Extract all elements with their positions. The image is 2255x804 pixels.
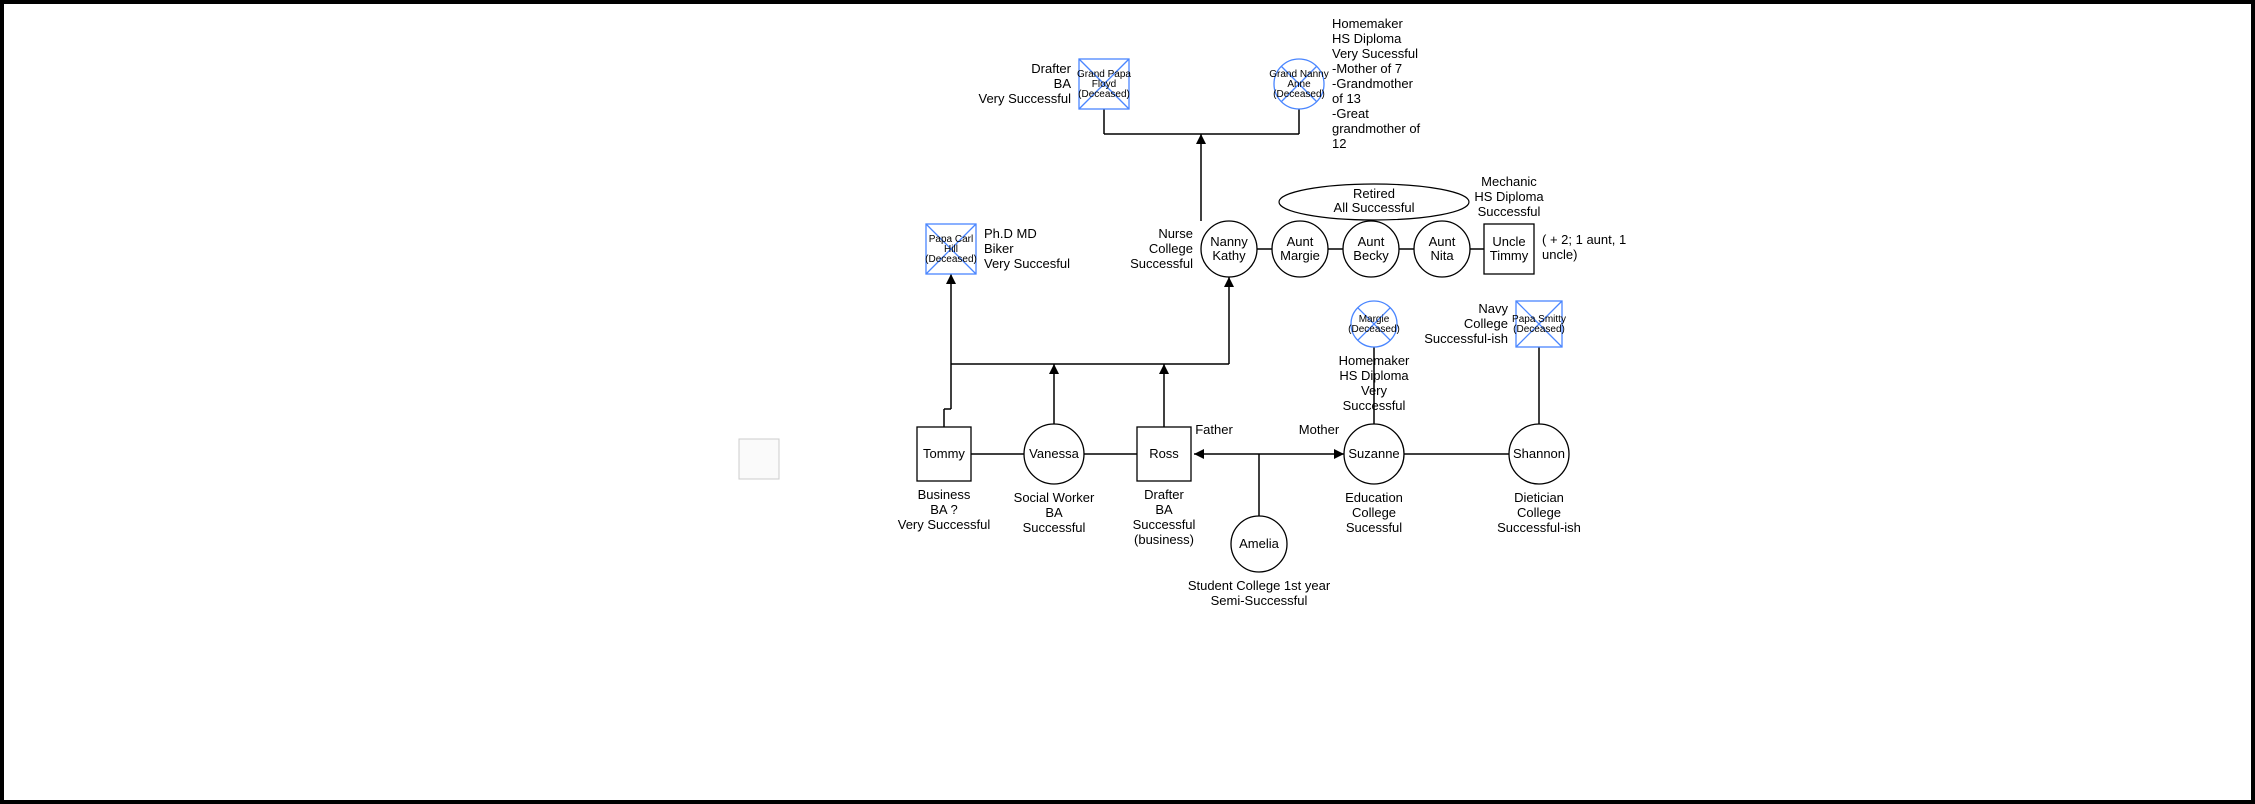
svg-text:Successful-ish: Successful-ish [1497, 520, 1581, 535]
svg-text:College: College [1352, 505, 1396, 520]
svg-text:Becky: Becky [1353, 248, 1389, 263]
svg-text:Homemaker: Homemaker [1339, 353, 1410, 368]
svg-text:Retired: Retired [1353, 186, 1395, 201]
svg-text:Aunt: Aunt [1287, 234, 1314, 249]
svg-text:uncle): uncle) [1542, 247, 1577, 262]
svg-text:grandmother of: grandmother of [1332, 121, 1421, 136]
svg-text:Student College 1st year: Student College 1st year [1188, 578, 1331, 593]
svg-text:BA ?: BA ? [930, 502, 957, 517]
svg-text:Social Worker: Social Worker [1014, 490, 1095, 505]
svg-text:(Deceased): (Deceased) [925, 254, 977, 265]
svg-text:(Deceased): (Deceased) [1513, 324, 1565, 335]
svg-text:Margie: Margie [1280, 248, 1320, 263]
svg-text:BA: BA [1155, 502, 1173, 517]
svg-text:Father: Father [1195, 422, 1233, 437]
svg-text:Suzanne: Suzanne [1348, 446, 1399, 461]
svg-text:Mother: Mother [1299, 422, 1340, 437]
svg-text:-Mother of 7: -Mother of 7 [1332, 61, 1402, 76]
svg-text:Nanny: Nanny [1210, 234, 1248, 249]
svg-text:Vanessa: Vanessa [1029, 446, 1079, 461]
svg-text:Ph.D MD: Ph.D MD [984, 226, 1037, 241]
svg-text:Very Succesful: Very Succesful [984, 256, 1070, 271]
svg-text:12: 12 [1332, 136, 1346, 151]
svg-text:Timmy: Timmy [1490, 248, 1529, 263]
svg-text:Uncle: Uncle [1492, 234, 1525, 249]
svg-text:Successful: Successful [1133, 517, 1196, 532]
svg-text:( + 2; 1 aunt, 1: ( + 2; 1 aunt, 1 [1542, 232, 1626, 247]
svg-text:-Grandmother: -Grandmother [1332, 76, 1414, 91]
svg-text:Successful: Successful [1343, 398, 1406, 413]
svg-text:Very Successful: Very Successful [898, 517, 991, 532]
svg-text:Very: Very [1361, 383, 1388, 398]
svg-text:Successful: Successful [1130, 256, 1193, 271]
svg-text:Business: Business [918, 487, 971, 502]
svg-text:Amelia: Amelia [1239, 536, 1280, 551]
svg-text:of 13: of 13 [1332, 91, 1361, 106]
svg-text:Aunt: Aunt [1358, 234, 1385, 249]
svg-text:BA: BA [1054, 76, 1072, 91]
svg-text:Successful-ish: Successful-ish [1424, 331, 1508, 346]
svg-text:BA: BA [1045, 505, 1063, 520]
svg-text:Tommy: Tommy [923, 446, 965, 461]
svg-text:-Great: -Great [1332, 106, 1369, 121]
svg-text:Biker: Biker [984, 241, 1014, 256]
svg-text:Semi-Successful: Semi-Successful [1211, 593, 1308, 608]
svg-text:Very Successful: Very Successful [979, 91, 1072, 106]
svg-text:(Deceased): (Deceased) [1273, 89, 1325, 100]
svg-text:(Deceased): (Deceased) [1078, 89, 1130, 100]
svg-text:Sucessful: Sucessful [1346, 520, 1402, 535]
svg-text:HS Diploma: HS Diploma [1339, 368, 1409, 383]
svg-text:Dietician: Dietician [1514, 490, 1564, 505]
svg-text:Successful: Successful [1023, 520, 1086, 535]
svg-text:Kathy: Kathy [1212, 248, 1246, 263]
svg-text:Education: Education [1345, 490, 1403, 505]
svg-text:Ross: Ross [1149, 446, 1179, 461]
svg-text:(business): (business) [1134, 532, 1194, 547]
svg-text:(Deceased): (Deceased) [1348, 324, 1400, 335]
svg-text:Aunt: Aunt [1429, 234, 1456, 249]
svg-text:Nita: Nita [1430, 248, 1454, 263]
svg-text:College: College [1464, 316, 1508, 331]
svg-text:Drafter: Drafter [1144, 487, 1184, 502]
svg-text:Homemaker: Homemaker [1332, 16, 1403, 31]
svg-text:Very Sucessful: Very Sucessful [1332, 46, 1418, 61]
svg-text:College: College [1149, 241, 1193, 256]
svg-text:Navy: Navy [1478, 301, 1508, 316]
svg-text:College: College [1517, 505, 1561, 520]
svg-text:HS Diploma: HS Diploma [1474, 189, 1544, 204]
svg-text:Shannon: Shannon [1513, 446, 1565, 461]
svg-text:Drafter: Drafter [1031, 61, 1071, 76]
svg-text:Nurse: Nurse [1158, 226, 1193, 241]
svg-text:Successful: Successful [1478, 204, 1541, 219]
svg-text:HS Diploma: HS Diploma [1332, 31, 1402, 46]
svg-text:All Successful: All Successful [1334, 200, 1415, 215]
svg-text:Mechanic: Mechanic [1481, 174, 1537, 189]
